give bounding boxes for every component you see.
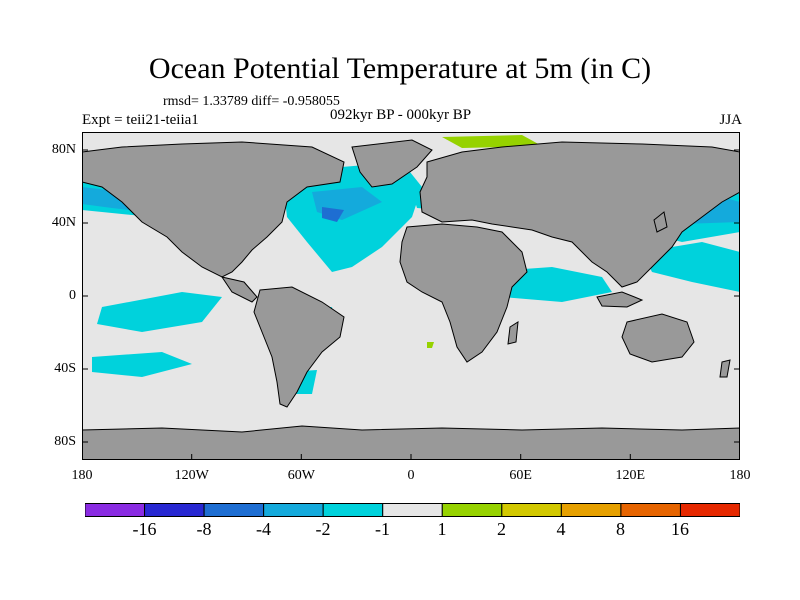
colorbar-box — [322, 503, 384, 517]
lon-label-0: 0 — [407, 468, 415, 483]
colorbar-box — [85, 503, 146, 517]
colorbar-label: -4 — [256, 519, 271, 539]
colorbar-label: 2 — [497, 519, 506, 539]
lat-label-80n: 80N — [51, 142, 76, 157]
colorbar-label: 8 — [616, 519, 625, 539]
lat-tick-marks — [82, 149, 740, 443]
colorbar-box — [203, 503, 265, 517]
colorbar-box — [441, 503, 503, 517]
land-greenland — [351, 139, 433, 188]
anomaly-patch — [322, 207, 344, 222]
anomaly-patch — [642, 242, 740, 292]
world-map — [82, 132, 740, 460]
lat-label-0: 0 — [69, 288, 76, 303]
experiment-label: Expt = teii21-teiia1 — [82, 112, 199, 128]
colorbar — [85, 503, 740, 517]
lon-label-180e: 180 — [729, 468, 751, 483]
colorbar-label: -8 — [196, 519, 212, 539]
colorbar-box — [560, 503, 622, 517]
colorbar-label: -16 — [132, 519, 157, 539]
colorbar-label: 4 — [556, 519, 566, 539]
stats-line: rmsd= 1.33789 diff= -0.958055 — [163, 94, 340, 109]
anomaly-patch — [442, 135, 542, 148]
season-label: JJA — [719, 112, 742, 128]
land-madagascar — [507, 321, 519, 345]
plot-title: Ocean Potential Temperature at 5m (in C) — [148, 52, 652, 85]
land-south-america — [253, 286, 345, 408]
lat-label-80s: 80S — [54, 434, 76, 449]
lon-label-60e: 60E — [509, 468, 532, 483]
colorbar-box — [382, 503, 443, 517]
colorbar-label: 16 — [671, 519, 689, 539]
colorbar-label: -1 — [375, 519, 390, 539]
land-africa — [399, 223, 528, 363]
lon-label-180w: 180 — [71, 468, 93, 483]
colorbar-label: 1 — [437, 519, 447, 539]
land-new-zealand — [719, 359, 731, 378]
lon-label-120e: 120E — [615, 468, 646, 483]
colorbar-box — [679, 503, 740, 517]
land-eurasia — [419, 141, 740, 288]
anomaly-patch — [282, 162, 422, 272]
land-north-america — [82, 141, 345, 278]
lat-label-40s: 40S — [54, 361, 76, 376]
colorbar-box — [501, 503, 562, 517]
land-indonesia — [596, 291, 644, 308]
anomaly-patch — [97, 292, 222, 332]
colorbar-box — [144, 503, 205, 517]
anomaly-patch — [92, 352, 192, 377]
land-central-america — [220, 276, 258, 303]
colorbar-box — [620, 503, 681, 517]
land — [82, 139, 740, 460]
land-japan — [653, 211, 668, 233]
lon-tick-marks — [191, 454, 631, 460]
land-antarctica — [82, 425, 740, 460]
lat-label-40n: 40N — [51, 215, 76, 230]
lon-label-120w: 120W — [174, 468, 209, 483]
period-label: 092kyr BP - 000kyr BP — [330, 107, 472, 123]
land-australia — [621, 313, 695, 363]
colorbar-label: -2 — [315, 519, 331, 539]
colorbar-box — [263, 503, 324, 517]
anomaly-patch — [427, 342, 434, 348]
lon-label-60w: 60W — [287, 468, 315, 483]
